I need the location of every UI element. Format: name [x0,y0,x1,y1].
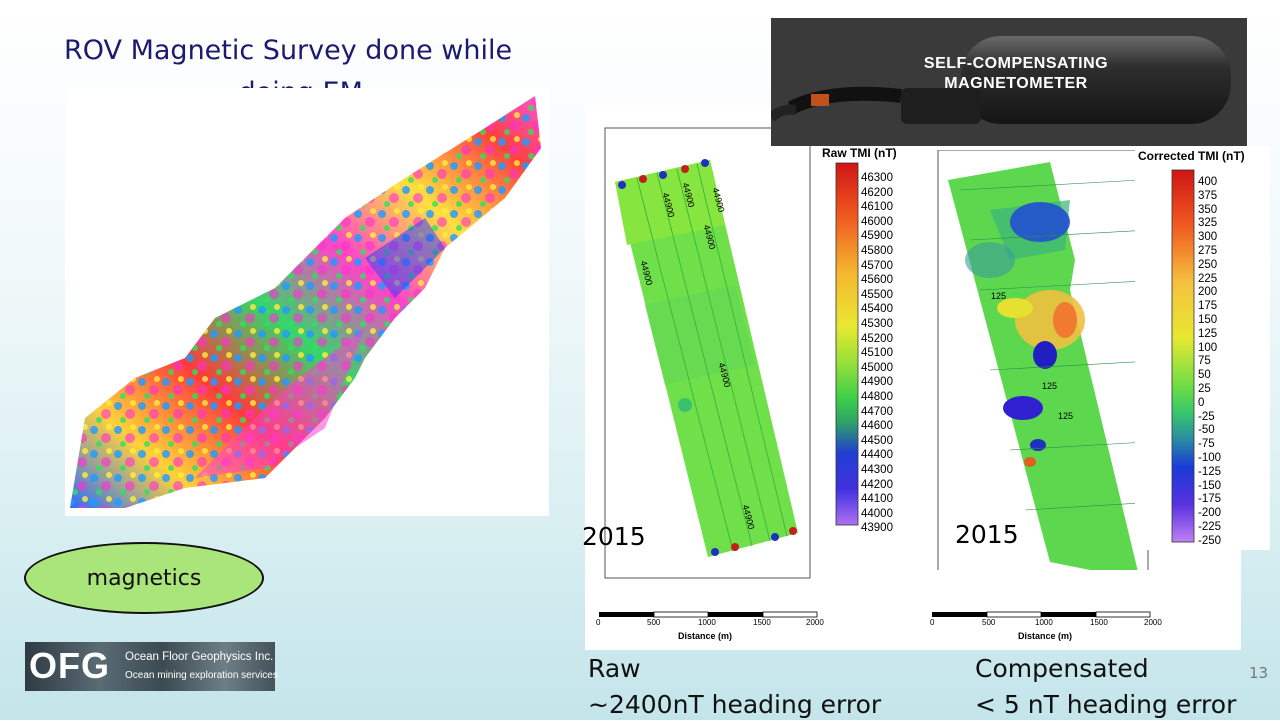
compensated-legend-tick: 375 [1198,189,1218,202]
comp-distance-label: Distance (m) [1018,631,1073,641]
raw-legend-tick: 44500 [861,434,893,447]
raw-legend-tick: 44600 [861,420,893,433]
raw-legend-tick: 45000 [861,361,893,374]
raw-legend-tick: 46300 [861,172,893,184]
comp-caption-line-1: Compensated [975,654,1149,683]
raw-legend-tick: 46200 [861,186,893,199]
survey-map-2008-image [70,96,541,508]
raw-legend-tick: 44800 [861,391,893,403]
compensated-legend-tick: 100 [1198,341,1218,354]
magnetometer-photo: SELF-COMPENSATING MAGNETOMETER [771,18,1247,146]
comp-scale-tick: 1000 [1035,618,1053,627]
magnetometer-caption: SELF-COMPENSATING MAGNETOMETER [923,55,1109,92]
raw-legend-tick: 45900 [861,230,893,243]
raw-legend-tick: 45500 [861,288,893,301]
compensated-legend-tick: 300 [1198,231,1218,244]
raw-legend-tick: 46000 [861,215,893,228]
compensated-legend-tick: -125 [1198,465,1222,478]
compensated-legend-tick: 350 [1198,203,1218,216]
compensated-scale-bar [932,611,1151,618]
comp-caption-line-2: < 5 nT heading error [975,690,1237,719]
raw-legend-tick: 44000 [861,507,893,520]
comp-contour-label: 125 [991,291,1007,301]
raw-legend-tick: 43900 [861,522,893,535]
compensated-legend-tick: -150 [1198,479,1222,492]
raw-legend-tick: 46100 [861,201,893,214]
compensated-legend-tick: -250 [1198,534,1222,547]
compensated-legend-tick: 275 [1198,245,1218,257]
raw-distance-label: Distance (m) [678,631,733,641]
raw-caption: Raw ~2400nT heading error [588,651,881,723]
comp-scale-tick: 2000 [1144,618,1162,627]
raw-legend-tick: 44100 [861,493,893,506]
raw-legend-tick: 45300 [861,318,893,330]
logo-tagline: Ocean mining exploration services [125,670,278,681]
raw-tmi-map [599,127,859,618]
raw-year-label: 2015 [582,522,646,551]
raw-caption-line-1: Raw [588,654,641,683]
compensated-legend-tick: -175 [1198,493,1222,506]
ofg-logo: OFG Ocean Floor Geophysics Inc. Ocean mi… [25,642,278,691]
raw-scale-tick: 1000 [698,618,716,627]
raw-legend-tick: 44200 [861,478,893,491]
raw-legend-tick: 45600 [861,274,893,287]
compensated-legend-tick: 175 [1198,300,1218,313]
magnetometer-illustration [771,18,1247,146]
compensated-legend-tick: -50 [1198,424,1215,437]
compensated-colorbar [1171,169,1195,543]
compensated-legend-tick: -200 [1198,507,1222,520]
compensated-legend-tick: 250 [1198,258,1218,271]
logo-company: Ocean Floor Geophysics Inc. [125,651,274,663]
compensated-legend-tick: 325 [1198,217,1218,230]
raw-legend-tick: 44700 [861,405,893,418]
comp-contour-label: 125 [1042,381,1058,391]
logo-wordmark: OFG [29,645,110,686]
raw-legend-tick: 44900 [861,376,893,389]
raw-legend-tick: 45800 [861,245,893,257]
compensated-legend-tick: 0 [1198,396,1205,409]
raw-caption-line-2: ~2400nT heading error [588,690,882,719]
raw-scale-tick: 1500 [753,618,771,627]
compensated-legend-tick: 25 [1198,383,1211,395]
compensated-legend-panel [1135,146,1270,550]
raw-legend-tick: 44300 [861,464,893,476]
raw-scale-tick: 500 [647,618,661,627]
compensated-legend-title: Corrected TMI (nT) [1138,149,1245,163]
compensated-caption: Compensated < 5 nT heading error [975,651,1236,723]
compensated-legend-tick: 400 [1198,176,1218,188]
raw-legend-tick: 45400 [861,303,893,316]
comp-scale-tick: 500 [982,618,996,627]
raw-legend-tick: 45200 [861,332,893,345]
page-number: 13 [1249,664,1269,682]
raw-legend-title: Raw TMI (nT) [822,146,897,160]
magnetics-tag: magnetics [24,542,264,614]
comp-scale-tick: 0 [930,618,935,627]
comp-year-label: 2015 [955,520,1019,549]
comp-scale-tick: 1500 [1090,618,1108,627]
compensated-legend-tick: -100 [1198,452,1222,464]
compensated-legend-tick: 150 [1198,314,1218,326]
compensated-legend-tick: 125 [1198,327,1218,340]
compensated-legend-tick: 75 [1198,355,1211,368]
title-line-1: ROV Magnetic Survey done while [64,35,513,66]
compensated-legend-tick: -225 [1198,521,1222,533]
raw-legend-tick: 44400 [861,449,893,462]
raw-legend-tick: 45100 [861,347,893,360]
compensated-legend-tick: 50 [1198,369,1211,382]
compensated-legend-tick: 200 [1198,286,1218,299]
survey-map-2008 [65,88,549,516]
raw-legend-tick: 45700 [861,259,893,272]
compensated-legend-tick: -75 [1198,438,1215,451]
comp-contour-label: 125 [1058,411,1074,421]
compensated-legend-tick: 225 [1198,272,1218,285]
raw-scale-tick: 2000 [806,618,824,627]
raw-scale-tick: 0 [596,618,601,627]
compensated-legend-tick: -25 [1198,410,1215,423]
